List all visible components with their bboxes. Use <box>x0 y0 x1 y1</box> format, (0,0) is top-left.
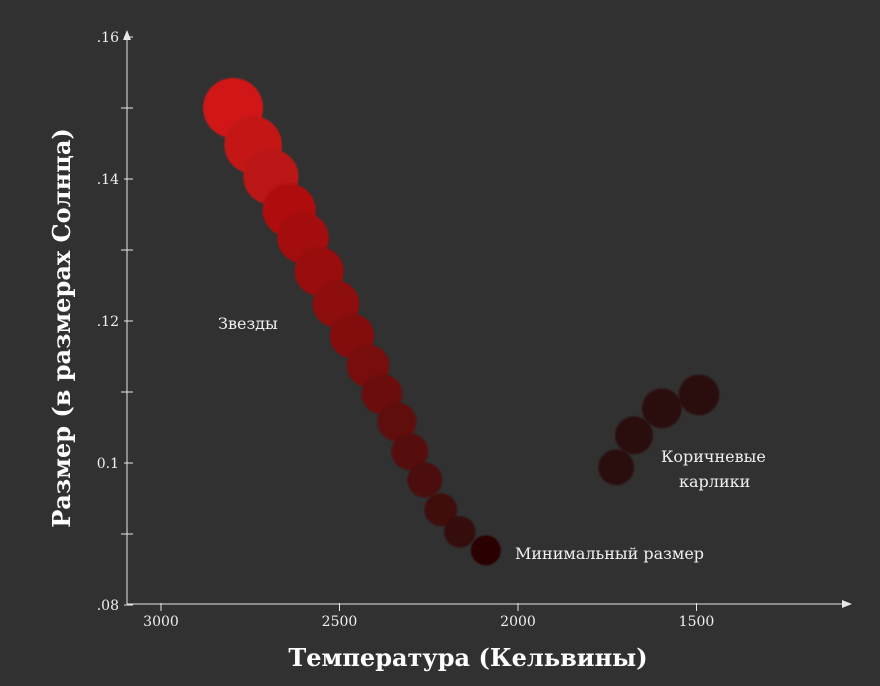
x-axis-title: Температура (Кельвины) <box>288 643 647 672</box>
star-point <box>444 516 476 548</box>
star-point <box>407 462 443 498</box>
brown-dwarf-point <box>615 416 653 455</box>
star-point <box>377 402 417 442</box>
y-axis-title: Размер (в размерах Солнца) <box>47 128 76 528</box>
x-tick-label: 3000 <box>143 614 179 630</box>
brown-dwarf-point <box>598 449 634 486</box>
brown-dwarf-point <box>642 388 682 429</box>
brown-dwarf-point <box>678 374 720 416</box>
y-tick-label: .16 <box>97 30 119 46</box>
annotation-stars: Звезды <box>218 314 278 333</box>
star-point <box>391 433 429 470</box>
annotation-brown-dwarfs-line2: карлики <box>679 472 750 491</box>
y-tick-label: 0.1 <box>97 456 119 472</box>
y-tick-label: .12 <box>97 314 119 330</box>
y-axis-arrow <box>123 30 131 40</box>
x-tick-label: 2000 <box>500 614 536 630</box>
annotation-brown-dwarfs-line1: Коричневые <box>661 447 766 466</box>
x-tick-label: 2500 <box>322 614 358 630</box>
annotation-minimum-size: Минимальный размер <box>515 544 704 563</box>
y-tick-label: .14 <box>97 172 119 188</box>
x-axis-arrow <box>842 600 852 608</box>
x-tick-label: 1500 <box>679 614 715 630</box>
star-point <box>470 535 501 566</box>
y-tick-label: .08 <box>97 598 119 614</box>
star-point <box>424 493 458 527</box>
